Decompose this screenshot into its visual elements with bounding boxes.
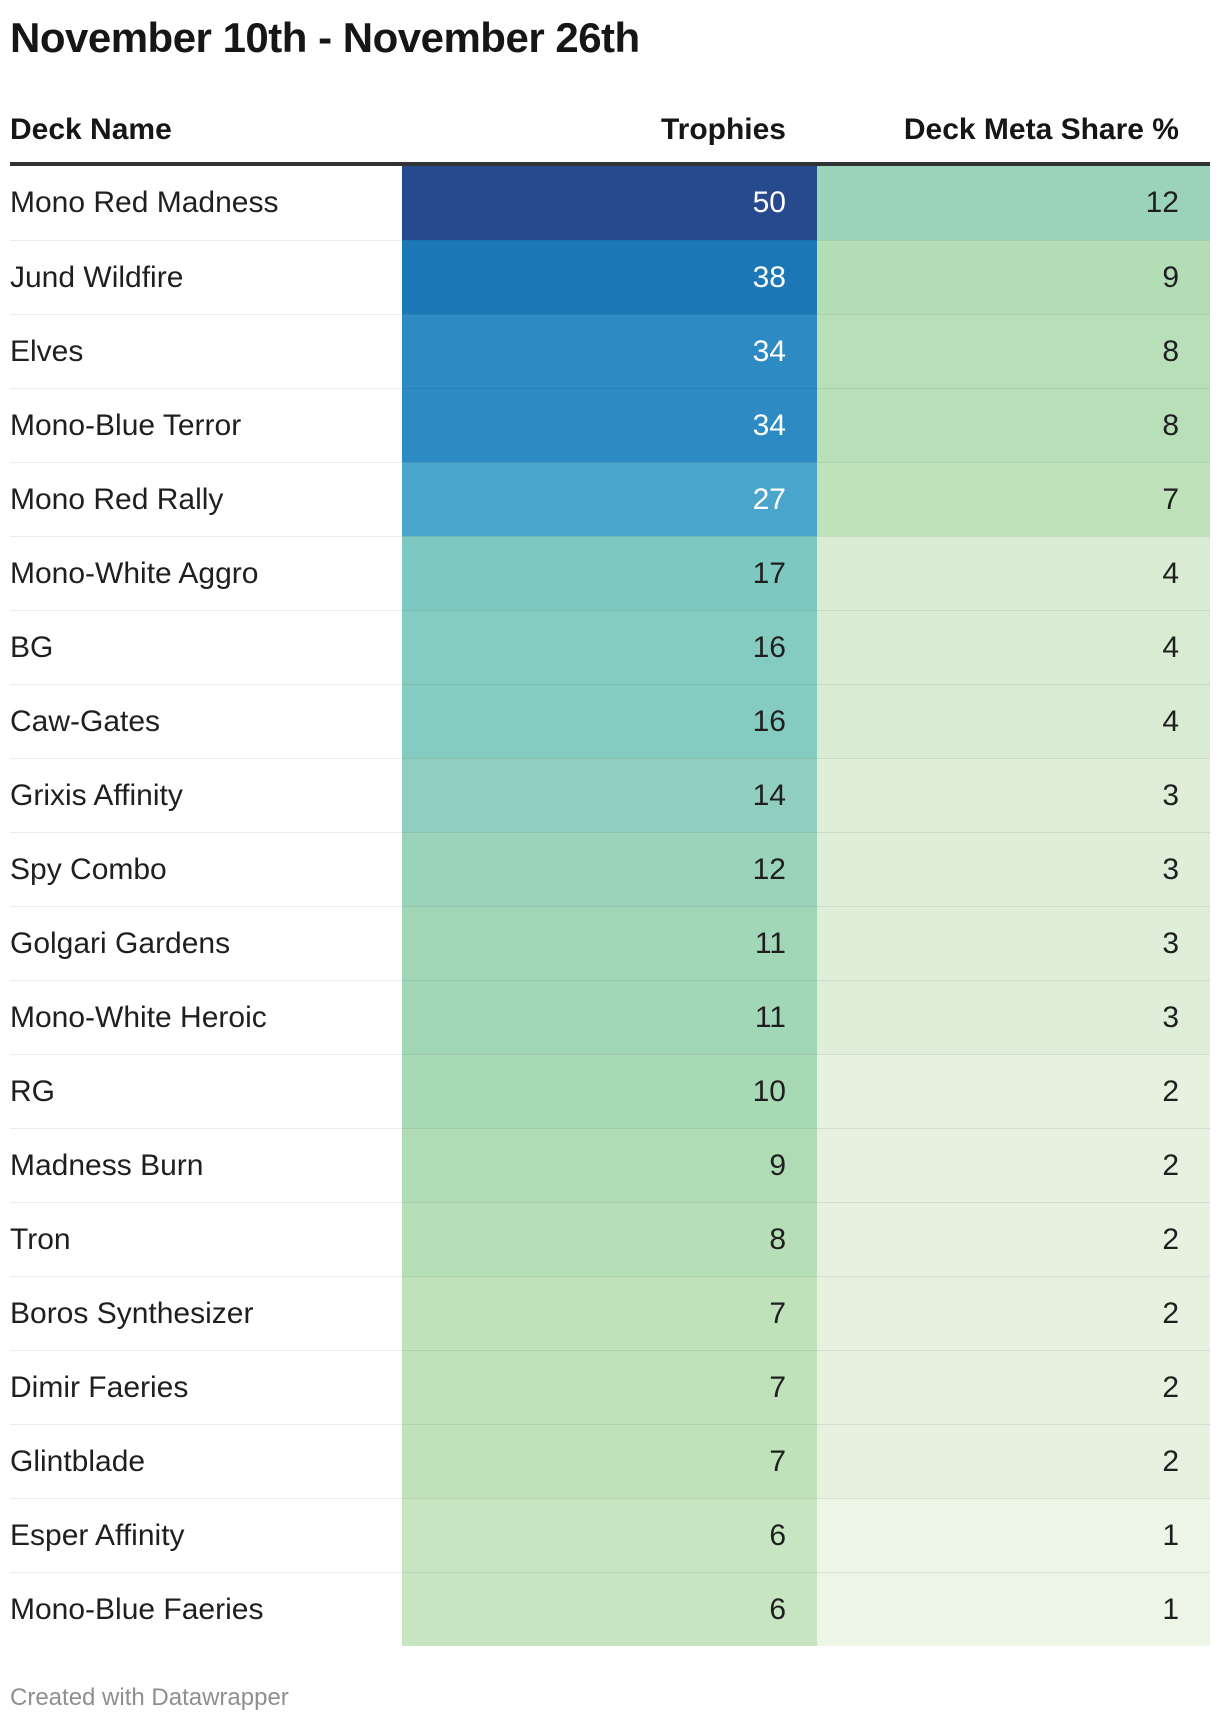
- meta-share-heatmap-cell: 3: [817, 832, 1210, 906]
- deck-name-cell: Dimir Faeries: [10, 1350, 402, 1424]
- deck-name-cell: Elves: [10, 314, 402, 388]
- trophies-heatmap-cell: 6: [402, 1572, 817, 1646]
- table-row: Madness Burn 9 2: [10, 1128, 1210, 1202]
- deck-name-cell: Esper Affinity: [10, 1498, 402, 1572]
- trophies-heatmap-cell: 34: [402, 314, 817, 388]
- column-header-deck-name: Deck Name: [10, 113, 172, 146]
- deck-name-cell: Glintblade: [10, 1424, 402, 1498]
- table-row: RG 10 2: [10, 1054, 1210, 1128]
- trophies-heatmap-cell: 16: [402, 610, 817, 684]
- attribution: Created with Datawrapper: [10, 1684, 1210, 1712]
- trophies-heatmap-cell: 7: [402, 1350, 817, 1424]
- deck-name-cell: Boros Synthesizer: [10, 1276, 402, 1350]
- meta-share-heatmap-cell: 1: [817, 1572, 1210, 1646]
- table-row: Boros Synthesizer 7 2: [10, 1276, 1210, 1350]
- trophies-heatmap-cell: 7: [402, 1276, 817, 1350]
- trophies-heatmap-cell: 12: [402, 832, 817, 906]
- table-row: Spy Combo 12 3: [10, 832, 1210, 906]
- trophies-heatmap-cell: 17: [402, 536, 817, 610]
- table-row: Tron 8 2: [10, 1202, 1210, 1276]
- meta-share-heatmap-cell: 2: [817, 1128, 1210, 1202]
- meta-share-heatmap-cell: 4: [817, 610, 1210, 684]
- meta-share-heatmap-cell: 7: [817, 462, 1210, 536]
- meta-share-heatmap-cell: 1: [817, 1498, 1210, 1572]
- deck-name-cell: Golgari Gardens: [10, 906, 402, 980]
- table-header-row: Deck Name Trophies Deck Meta Share %: [10, 64, 1210, 166]
- trophies-heatmap-cell: 10: [402, 1054, 817, 1128]
- trophies-heatmap-cell: 9: [402, 1128, 817, 1202]
- deck-name-cell: Grixis Affinity: [10, 758, 402, 832]
- table-row: Mono-Blue Faeries 6 1: [10, 1572, 1210, 1646]
- meta-share-heatmap-cell: 2: [817, 1424, 1210, 1498]
- table-row: Mono-White Aggro 17 4: [10, 536, 1210, 610]
- trophies-heatmap-cell: 11: [402, 980, 817, 1054]
- meta-share-heatmap-cell: 2: [817, 1276, 1210, 1350]
- table-row: Caw-Gates 16 4: [10, 684, 1210, 758]
- meta-share-heatmap-cell: 2: [817, 1202, 1210, 1276]
- column-header-deck-meta-share: Deck Meta Share %: [903, 113, 1179, 146]
- deck-name-cell: Tron: [10, 1202, 402, 1276]
- trophies-heatmap-cell: 14: [402, 758, 817, 832]
- deck-name-cell: Caw-Gates: [10, 684, 402, 758]
- deck-name-cell: Mono-White Heroic: [10, 980, 402, 1054]
- table-row: Grixis Affinity 14 3: [10, 758, 1210, 832]
- trophies-heatmap-cell: 38: [402, 240, 817, 314]
- meta-share-heatmap-cell: 8: [817, 314, 1210, 388]
- meta-share-heatmap-cell: 3: [817, 758, 1210, 832]
- meta-share-heatmap-cell: 12: [817, 166, 1210, 240]
- deck-name-cell: Mono Red Rally: [10, 462, 402, 536]
- meta-share-heatmap-cell: 3: [817, 980, 1210, 1054]
- deck-name-cell: Mono-White Aggro: [10, 536, 402, 610]
- column-header-trophies: Trophies: [660, 113, 786, 146]
- datawrapper-credit-link[interactable]: Created with Datawrapper: [10, 1684, 289, 1711]
- trophies-heatmap-cell: 8: [402, 1202, 817, 1276]
- deck-name-cell: Mono Red Madness: [10, 186, 279, 219]
- trophies-heatmap-cell: 7: [402, 1424, 817, 1498]
- meta-share-heatmap-cell: 4: [817, 684, 1210, 758]
- meta-share-heatmap-cell: 9: [817, 240, 1210, 314]
- table-row: Elves 34 8: [10, 314, 1210, 388]
- table-row: Golgari Gardens 11 3: [10, 906, 1210, 980]
- table-row: Jund Wildfire 38 9: [10, 240, 1210, 314]
- table-row: Mono-White Heroic 11 3: [10, 980, 1210, 1054]
- meta-share-heatmap-cell: 3: [817, 906, 1210, 980]
- table-row: Mono-Blue Terror 34 8: [10, 388, 1210, 462]
- meta-share-heatmap-cell: 2: [817, 1054, 1210, 1128]
- meta-share-heatmap-cell: 2: [817, 1350, 1210, 1424]
- table-row: Esper Affinity 6 1: [10, 1498, 1210, 1572]
- table-row: Glintblade 7 2: [10, 1424, 1210, 1498]
- deck-name-cell: Madness Burn: [10, 1128, 402, 1202]
- deck-name-cell: Mono-Blue Terror: [10, 388, 402, 462]
- page-title: November 10th - November 26th: [10, 14, 640, 61]
- deck-name-cell: Spy Combo: [10, 832, 402, 906]
- table-row: Mono Red Rally 27 7: [10, 462, 1210, 536]
- table-row: Dimir Faeries 7 2: [10, 1350, 1210, 1424]
- table-row: BG 16 4: [10, 610, 1210, 684]
- deck-name-cell: Jund Wildfire: [10, 240, 402, 314]
- table-body: Mono Red Madness 50 12 Jund Wildfire 38 …: [10, 166, 1210, 1646]
- trophies-heatmap-cell: 6: [402, 1498, 817, 1572]
- trophies-heatmap-cell: 50: [402, 166, 817, 240]
- table-row: Mono Red Madness 50 12: [10, 166, 1210, 240]
- trophies-heatmap-cell: 27: [402, 462, 817, 536]
- meta-share-heatmap-cell: 8: [817, 388, 1210, 462]
- deck-name-cell: RG: [10, 1054, 402, 1128]
- trophies-heatmap-cell: 34: [402, 388, 817, 462]
- meta-share-heatmap-cell: 4: [817, 536, 1210, 610]
- trophies-heatmap-cell: 16: [402, 684, 817, 758]
- deck-name-cell: BG: [10, 610, 402, 684]
- trophies-heatmap-cell: 11: [402, 906, 817, 980]
- deck-name-cell: Mono-Blue Faeries: [10, 1572, 402, 1646]
